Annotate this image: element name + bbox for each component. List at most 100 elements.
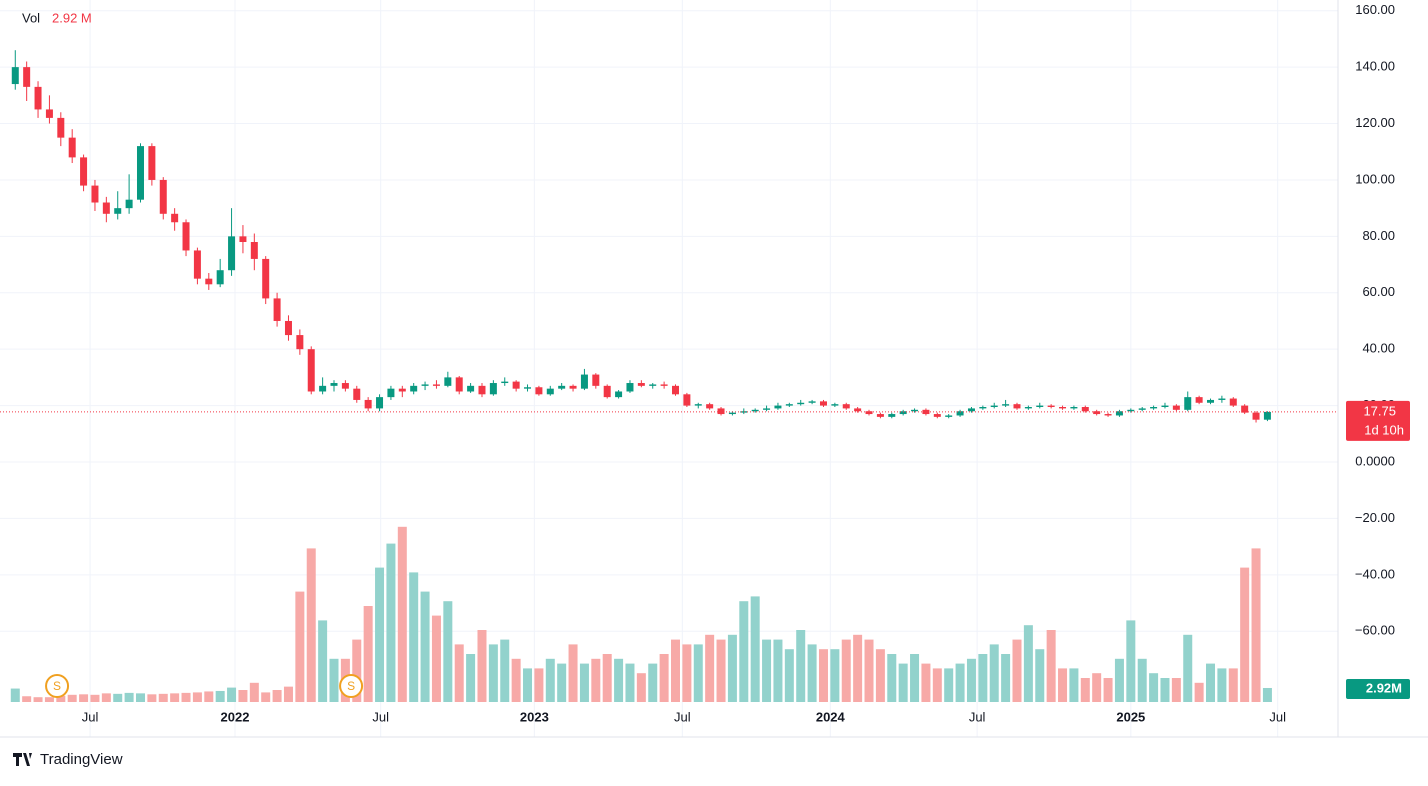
- candle-body: [876, 414, 884, 417]
- x-tick-label: 2022: [221, 709, 250, 724]
- candle-body: [1002, 404, 1010, 406]
- candle-body: [558, 385, 566, 389]
- y-tick-label: 60.00: [1362, 284, 1395, 299]
- volume-bar: [1217, 668, 1227, 702]
- candle-body: [603, 385, 611, 398]
- candle-body: [899, 411, 907, 415]
- volume-bar: [773, 639, 783, 702]
- volume-bar: [523, 668, 533, 702]
- candle-body: [808, 401, 816, 403]
- last-price-label: 17.75: [1363, 403, 1396, 418]
- y-tick-label: 140.00: [1355, 59, 1395, 74]
- candle-body: [501, 381, 509, 384]
- x-tick-label: Jul: [969, 709, 986, 724]
- volume-bar: [204, 691, 214, 702]
- candle-body: [512, 381, 520, 389]
- candle-body: [672, 385, 679, 395]
- countdown-label: 1d 10h: [1364, 422, 1404, 437]
- candle-body: [478, 385, 486, 395]
- volume-bar: [1012, 639, 1022, 702]
- volume-bar: [170, 693, 180, 702]
- candle-body: [364, 399, 372, 409]
- volume-bar: [1262, 687, 1272, 702]
- y-tick-label: 120.00: [1355, 115, 1395, 130]
- candle-body: [193, 250, 201, 279]
- candle-body: [444, 377, 452, 386]
- candle-body: [296, 335, 304, 350]
- candle-body: [785, 404, 793, 406]
- volume-bar: [818, 649, 828, 702]
- volume-bar: [614, 658, 624, 702]
- logo-text: TradingView: [40, 751, 123, 768]
- volume-bar: [784, 649, 794, 702]
- candle-body: [763, 408, 771, 410]
- y-tick-label: 100.00: [1355, 171, 1395, 186]
- volume-bar: [10, 688, 20, 702]
- candle-body: [1036, 405, 1044, 407]
- candle-body: [148, 146, 156, 180]
- volume-bar: [431, 615, 441, 702]
- volume-bar: [864, 639, 874, 702]
- candle-body: [102, 202, 110, 214]
- volume-bar: [978, 654, 988, 702]
- candle-body: [842, 404, 850, 409]
- volume-bar: [807, 644, 817, 702]
- candle-body: [626, 383, 634, 392]
- candle-body: [990, 405, 998, 407]
- candle-body: [421, 384, 429, 386]
- event-marker: [45, 674, 70, 698]
- candle-body: [649, 384, 657, 386]
- candle-body: [546, 388, 554, 395]
- y-tick-label: 0.0000: [1355, 453, 1395, 468]
- volume-bar: [1058, 668, 1068, 702]
- y-tick-label: −60.00: [1355, 623, 1395, 638]
- volume-bar: [830, 649, 840, 702]
- volume-bar: [454, 644, 464, 702]
- volume-bar: [1194, 682, 1204, 702]
- volume-bar: [739, 601, 749, 702]
- candle-body: [706, 404, 714, 409]
- candle-body: [740, 411, 748, 413]
- candle-body: [865, 411, 873, 415]
- volume-bar: [420, 591, 430, 702]
- candle-body: [114, 208, 122, 214]
- volume-bar: [500, 639, 510, 702]
- candle-body: [319, 385, 327, 392]
- volume-bar: [283, 686, 293, 702]
- volume-bar: [853, 634, 863, 702]
- candle-body: [91, 185, 99, 203]
- candle-body: [1161, 405, 1169, 407]
- candle-body: [1218, 398, 1226, 400]
- volume-bar: [90, 694, 100, 702]
- legend-value: 2.92 M: [52, 10, 92, 25]
- volume-bar: [56, 695, 66, 702]
- candle-body: [136, 146, 144, 200]
- candle-body: [171, 213, 179, 223]
- logo-mark: [13, 753, 32, 766]
- volume-bar: [841, 639, 851, 702]
- volume-bar: [238, 690, 248, 702]
- candle-body: [34, 86, 42, 110]
- candle-body: [854, 408, 862, 412]
- volume-bar: [1183, 634, 1193, 702]
- volume-bar: [1206, 663, 1216, 702]
- volume-bar: [192, 692, 202, 702]
- candle-body: [751, 409, 759, 412]
- candle-body: [489, 383, 497, 395]
- candle-body: [1241, 405, 1249, 413]
- candle-body: [1138, 408, 1146, 410]
- volume-bar: [215, 690, 225, 702]
- last-volume-label: 2.92M: [1366, 680, 1402, 695]
- volume-bar: [113, 693, 123, 702]
- volume-bar: [67, 694, 77, 702]
- volume-bar: [397, 526, 407, 702]
- volume-bar: [511, 658, 521, 702]
- candle-body: [284, 320, 292, 336]
- y-tick-label: 80.00: [1362, 228, 1395, 243]
- volume-bar: [135, 693, 145, 702]
- x-tick-label: Jul: [82, 709, 99, 724]
- event-marker: [339, 674, 364, 698]
- volume-bar: [716, 639, 726, 702]
- volume-bar: [1103, 678, 1113, 702]
